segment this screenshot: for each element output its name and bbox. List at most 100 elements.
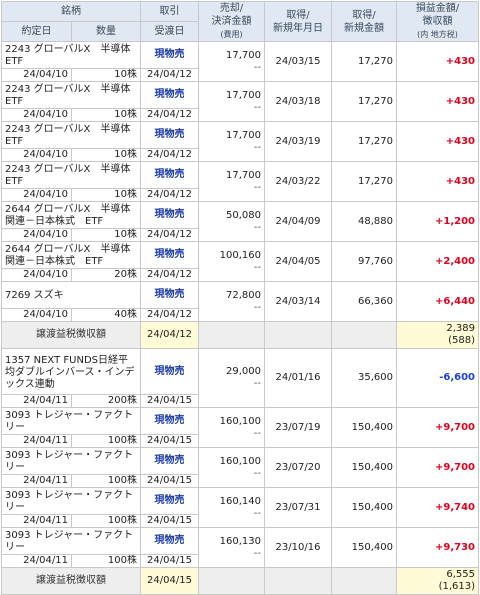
profit-loss: +9,700 (396, 447, 479, 488)
fee: -- (253, 427, 261, 439)
sell-amount: 160,100 (219, 415, 261, 427)
trade-date: 24/04/11 (1, 474, 72, 488)
fee: -- (253, 467, 261, 479)
local-tax-amount: (588) (448, 335, 475, 346)
trade-date: 24/04/10 (1, 148, 72, 162)
sell-amount: 17,700 (226, 89, 261, 101)
tax-amount: 6,555 (446, 569, 475, 580)
settle-date: 24/04/12 (140, 148, 199, 162)
settle-date: 24/04/15 (140, 554, 199, 568)
trade-type: 現物売 (140, 487, 199, 515)
trade-row-detail: 24/04/10 10株 24/04/12 (1, 148, 479, 162)
trade-type-label: 現物売 (154, 365, 185, 377)
header-row-1: 銘柄 取引 売却/ 決済金額 (費用) 取得/ 新規年月日 取得/ 新規金額 損… (1, 1, 479, 42)
quantity: 20株 (71, 268, 141, 282)
sell-amount-cell: 160,140 -- (198, 487, 265, 528)
tax-summary-label: 譲渡益税徴収額 (1, 321, 141, 349)
trade-type: 現物売 (140, 348, 199, 395)
trade-type-label: 現物売 (154, 249, 185, 260)
acquisition-date: 23/10/16 (264, 527, 332, 568)
trade-row-detail: 24/04/11 100株 24/04/15 (1, 434, 479, 448)
trade-row: 3093 トレジャー・ファクトリー 現物売 160,100 -- 23/07/20 150… (1, 447, 479, 488)
acquisition-amount: 17,270 (331, 41, 397, 82)
tax-summary-amount-cell: 2,389 (588) (396, 321, 479, 349)
settle-date: 24/04/15 (140, 514, 199, 528)
profit-loss: +9,730 (396, 527, 479, 568)
trade-row: 3093 トレジャー・ファクトリー 現物売 160,130 -- 23/10/16 150… (1, 527, 479, 568)
tax-summary-empty (198, 321, 265, 349)
quantity: 100株 (71, 474, 141, 488)
trade-type-label: 現物売 (154, 289, 185, 300)
stock-name: 3093 トレジャー・ファクトリー (1, 447, 141, 475)
stock-name: 3093 トレジャー・ファクトリー (1, 487, 141, 515)
trade-type-label: 現物売 (154, 129, 185, 140)
profit-loss: +9,740 (396, 487, 479, 528)
acquisition-amount: 66,360 (331, 281, 397, 322)
trade-date: 24/04/11 (1, 514, 72, 528)
sell-amount-cell: 160,100 -- (198, 407, 265, 448)
sell-amount-cell: 50,080 -- (198, 201, 265, 242)
acquisition-date: 24/04/09 (264, 201, 332, 242)
trade-row: 2243 グローバルX 半導体ETF 現物売 17,700 -- 24/03/18 17,… (1, 81, 479, 122)
sell-amount-cell: 17,700 -- (198, 161, 265, 202)
acquisition-date: 24/03/18 (264, 81, 332, 122)
header-quantity: 数量 (71, 21, 141, 42)
stock-name: 3093 トレジャー・ファクトリー (1, 527, 141, 555)
acquisition-date: 23/07/20 (264, 447, 332, 488)
stock-name: 7269 スズキ (1, 281, 141, 309)
acquisition-amount: 97,760 (331, 241, 397, 282)
trade-date: 24/04/10 (1, 268, 72, 282)
fee: -- (253, 181, 261, 193)
trade-row-detail: 24/04/10 40株 24/04/12 (1, 308, 479, 322)
settle-date: 24/04/12 (140, 268, 199, 282)
settle-date: 24/04/12 (140, 68, 199, 82)
stock-name: 2243 グローバルX 半導体ETF (1, 161, 141, 189)
acquisition-amount: 150,400 (331, 407, 397, 448)
trade-row: 2243 グローバルX 半導体ETF 現物売 17,700 -- 24/03/15 17,… (1, 41, 479, 82)
quantity: 10株 (71, 188, 141, 202)
tax-summary-amount-cell: 6,555 (1,613) (396, 567, 479, 595)
acquisition-date: 24/03/19 (264, 121, 332, 162)
header-torihiki: 取引 (140, 1, 199, 22)
tax-summary-empty (331, 567, 397, 595)
trade-row-detail: 24/04/11 100株 24/04/15 (1, 474, 479, 488)
quantity: 100株 (71, 434, 141, 448)
trade-type-label: 現物売 (154, 495, 185, 506)
header-acq-date: 取得/ 新規年月日 (264, 1, 332, 42)
stock-name: 1357 NEXT FUNDS日経平均ダブルインバース・インデックス連動 (1, 348, 141, 395)
trade-type: 現物売 (140, 41, 199, 69)
trade-date: 24/04/11 (1, 434, 72, 448)
trade-row: 2243 グローバルX 半導体ETF 現物売 17,700 -- 24/03/22 17,… (1, 161, 479, 202)
trade-date: 24/04/10 (1, 308, 72, 322)
trade-row: 3093 トレジャー・ファクトリー 現物売 160,100 -- 23/07/19 150… (1, 407, 479, 448)
stock-name: 2243 グローバルX 半導体ETF (1, 121, 141, 149)
sell-amount: 100,160 (219, 249, 261, 261)
acquisition-date: 24/03/22 (264, 161, 332, 202)
local-tax-amount: (1,613) (438, 581, 475, 592)
stock-name: 3093 トレジャー・ファクトリー (1, 407, 141, 435)
trade-type: 現物売 (140, 527, 199, 555)
trade-row: 7269 スズキ 現物売 72,800 -- 24/03/14 66,360 +6,440 (1, 281, 479, 322)
trade-type-label: 現物売 (154, 415, 185, 426)
settle-date: 24/04/12 (140, 188, 199, 202)
acquisition-amount: 150,400 (331, 527, 397, 568)
trade-date: 24/04/11 (1, 554, 72, 568)
sell-amount: 29,000 (226, 366, 261, 377)
acquisition-date: 23/07/19 (264, 407, 332, 448)
tax-summary-row: 譲渡益税徴収額 24/04/15 6,555 (1,613) (1, 567, 479, 595)
acquisition-amount: 17,270 (331, 121, 397, 162)
header-meigara: 銘柄 (1, 1, 141, 22)
sell-amount: 17,700 (226, 49, 261, 61)
header-sell-amount: 売却/ 決済金額 (費用) (198, 1, 265, 42)
sell-amount: 17,700 (226, 129, 261, 141)
sell-amount: 160,100 (219, 455, 261, 467)
profit-loss: +430 (396, 81, 479, 122)
stock-name: 2644 グローバルX 半導体関連－日本株式 ETF (1, 241, 141, 269)
quantity: 10株 (71, 108, 141, 122)
acquisition-amount: 150,400 (331, 487, 397, 528)
trade-date: 24/04/11 (1, 394, 72, 408)
settle-date: 24/04/12 (140, 308, 199, 322)
trade-type-label: 現物売 (154, 535, 185, 546)
trade-date: 24/04/10 (1, 108, 72, 122)
